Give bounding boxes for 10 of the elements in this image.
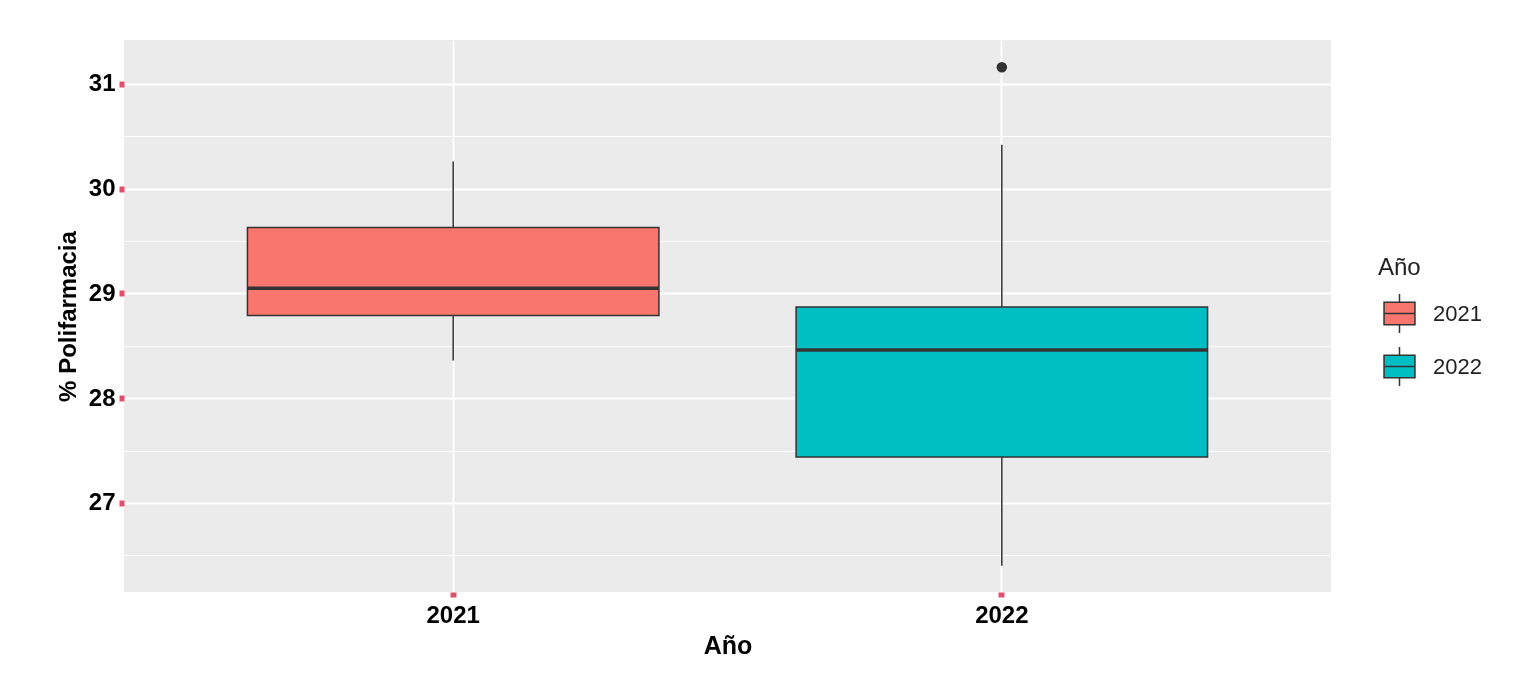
legend-title: Año (1378, 253, 1421, 280)
y-axis-title: % Polifarmacia (53, 230, 81, 402)
y-tick-label: 30 (88, 174, 116, 202)
y-tick-label: 31 (88, 69, 116, 97)
y-tick-label: 28 (88, 383, 116, 411)
y-tick-label: 27 (88, 488, 116, 516)
y-tick-label: 29 (88, 278, 116, 306)
legend-label: 2021 (1433, 300, 1482, 326)
legend-label: 2022 (1433, 353, 1482, 379)
x-axis-title: Año (703, 630, 753, 659)
